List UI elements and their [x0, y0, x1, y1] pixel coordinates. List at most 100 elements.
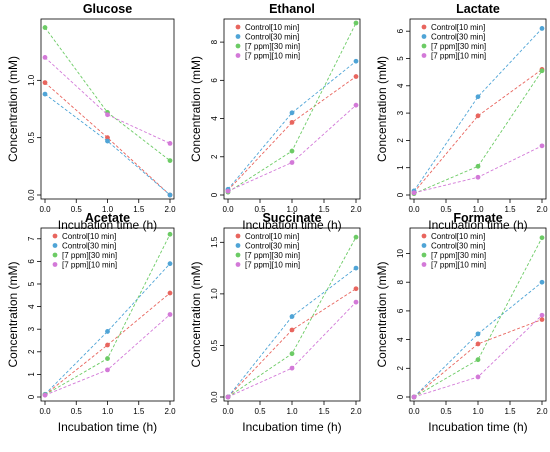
legend-marker [235, 34, 241, 39]
series-line [413, 28, 543, 192]
data-point [289, 148, 295, 154]
x-axis-label: Incubation time (h) [58, 420, 157, 434]
legend-label: [7 ppm][10 min] [62, 261, 117, 270]
data-point [353, 286, 359, 292]
x-tick-label: 2.0 [164, 407, 176, 416]
x-axis-label: Incubation time (h) [58, 218, 157, 232]
data-point [353, 58, 359, 64]
data-point [105, 367, 110, 373]
y-tick-label: 8 [396, 279, 405, 284]
y-tick-label: 6 [396, 308, 405, 313]
legend-marker [235, 243, 241, 248]
legend-label: Control[10 min] [431, 23, 485, 32]
legend-marker [235, 43, 241, 49]
legend-label: [7 ppm][30 min] [245, 42, 300, 51]
x-tick-label: 1.0 [472, 407, 484, 416]
data-point [353, 299, 359, 305]
data-point [411, 394, 417, 400]
x-tick-label: 1.5 [318, 205, 330, 214]
series-line [227, 288, 357, 398]
data-point [105, 112, 110, 118]
y-tick-label: 7 [27, 236, 36, 241]
legend-label: [7 ppm][10 min] [431, 261, 486, 270]
chart-panel-acetate: Acetate 0.0 0.5 1.0 1.5 2.0 0 1 2 3 4 5 6 7 Incubation… [6, 211, 176, 434]
data-point [167, 312, 173, 317]
series-line [44, 292, 171, 396]
chart-title: Succinate [262, 211, 321, 225]
data-point [353, 74, 359, 79]
chart-title: Formate [453, 211, 502, 225]
legend-label: Control[30 min] [245, 242, 299, 251]
legend: Control[10 min]Control[30 min][7 ppm][30… [52, 232, 117, 270]
data-point [225, 394, 231, 400]
y-tick-label: 3 [27, 326, 36, 331]
y-tick-label: 2 [27, 349, 36, 354]
legend: Control[10 min]Control[30 min][7 ppm][30… [421, 23, 486, 61]
y-tick-label: 2 [396, 138, 405, 143]
legend-label: [7 ppm][10 min] [245, 261, 300, 270]
y-tick-label: 0 [210, 192, 219, 197]
y-axis-label: Concentration (mM) [6, 261, 20, 367]
y-axis-label: Concentration (mM) [6, 56, 20, 162]
data-point [105, 356, 110, 361]
x-tick-label: 2.0 [350, 407, 362, 416]
data-point [475, 331, 481, 337]
y-tick-label: 0.5 [27, 132, 36, 144]
data-point [539, 279, 545, 285]
data-point [42, 55, 48, 60]
data-point [289, 351, 295, 357]
legend-marker [52, 233, 58, 239]
x-axis-label: Incubation time (h) [242, 218, 341, 232]
chart-title: Lactate [456, 2, 500, 16]
legend-label: [7 ppm][30 min] [62, 251, 117, 260]
series-line [413, 314, 543, 398]
legend: Control[10 min]Control[30 min][7 ppm][30… [421, 232, 486, 270]
x-tick-label: 1.5 [504, 205, 516, 214]
y-tick-label: 0.0 [27, 189, 36, 201]
legend-label: Control[10 min] [245, 23, 299, 32]
chart-panel-glucose: Glucose 0.0 0.5 1.0 1.5 2.0 0.0 0.5 1.0 Incubatio… [6, 2, 176, 232]
y-tick-label: 1 [396, 165, 405, 170]
plot-frame [40, 18, 175, 200]
y-tick-label: 10 [396, 249, 405, 258]
y-tick-label: 5 [396, 56, 405, 61]
data-point [289, 160, 295, 165]
y-tick-label: 4 [396, 337, 405, 342]
x-tick-label: 0.5 [254, 407, 266, 416]
y-tick-label: 4 [210, 116, 219, 121]
legend-marker [235, 53, 241, 58]
series-line [413, 281, 543, 398]
data-point [539, 143, 545, 149]
data-point [167, 231, 173, 237]
legend-label: [7 ppm][30 min] [431, 251, 486, 260]
legend-label: Control[10 min] [431, 232, 485, 241]
legend-label: [7 ppm][10 min] [245, 52, 300, 61]
data-point [167, 290, 173, 296]
data-point [289, 110, 295, 116]
data-point [105, 342, 110, 348]
legend-label: Control[30 min] [431, 242, 485, 251]
data-point [475, 341, 481, 347]
y-tick-label: 1.0 [210, 288, 219, 300]
data-point [225, 188, 231, 194]
x-tick-label: 1.5 [318, 407, 330, 416]
data-point [42, 392, 48, 398]
data-point [475, 357, 481, 363]
series-line [227, 267, 357, 398]
chart-title: Acetate [85, 211, 130, 225]
y-tick-label: 1.5 [210, 236, 219, 248]
series-line [44, 263, 171, 395]
chart-panel-succinate: Succinate 0.0 0.5 1.0 1.5 2.0 0.0 0.5 1.0 1.5 Incu… [189, 211, 362, 434]
data-point [105, 329, 110, 334]
chart-title: Ethanol [269, 2, 315, 16]
data-point [105, 135, 110, 141]
series-line [413, 319, 543, 398]
x-tick-label: 1.5 [133, 407, 145, 416]
legend-marker [421, 252, 427, 258]
data-point [353, 234, 359, 240]
x-tick-label: 2.0 [350, 205, 362, 214]
data-point [475, 174, 481, 180]
x-tick-label: 1.5 [504, 407, 516, 416]
chart-panel-lactate: Lactate 0.0 0.5 1.0 1.5 2.0 0 1 2 3 4 5 6 Incubation … [375, 2, 548, 232]
